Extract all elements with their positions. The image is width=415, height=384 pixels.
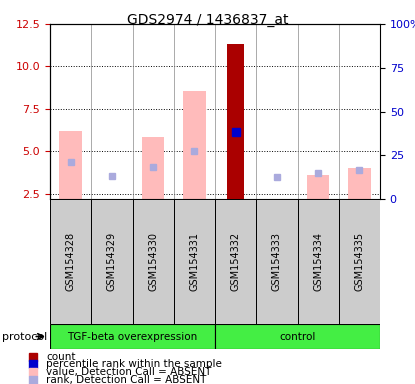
Bar (227, 45, 244, 199)
Bar (348, 169, 371, 199)
Text: GSM154333: GSM154333 (272, 232, 282, 291)
Bar (256, 199, 298, 324)
Text: GSM154334: GSM154334 (313, 232, 323, 291)
Bar (307, 175, 330, 199)
Text: control: control (279, 331, 316, 341)
Bar (298, 199, 339, 324)
Bar (339, 199, 380, 324)
Text: percentile rank within the sample: percentile rank within the sample (46, 359, 222, 369)
Bar (142, 137, 164, 199)
Bar (50, 199, 91, 324)
Bar (183, 91, 206, 199)
Text: TGF-beta overexpression: TGF-beta overexpression (67, 331, 198, 341)
Text: GSM154335: GSM154335 (354, 232, 364, 291)
Bar (91, 199, 132, 324)
Text: count: count (46, 352, 76, 362)
Text: GSM154329: GSM154329 (107, 232, 117, 291)
Text: GSM154330: GSM154330 (148, 232, 158, 291)
Bar (59, 131, 82, 199)
Text: GDS2974 / 1436837_at: GDS2974 / 1436837_at (127, 13, 288, 27)
Bar (215, 324, 380, 349)
Bar (50, 324, 215, 349)
Bar (215, 199, 256, 324)
Text: GSM154332: GSM154332 (231, 232, 241, 291)
Text: value, Detection Call = ABSENT: value, Detection Call = ABSENT (46, 367, 212, 377)
Text: protocol: protocol (2, 331, 47, 341)
Text: rank, Detection Call = ABSENT: rank, Detection Call = ABSENT (46, 375, 207, 384)
Bar (132, 199, 174, 324)
Text: GSM154331: GSM154331 (189, 232, 199, 291)
Text: GSM154328: GSM154328 (66, 232, 76, 291)
Bar (174, 199, 215, 324)
